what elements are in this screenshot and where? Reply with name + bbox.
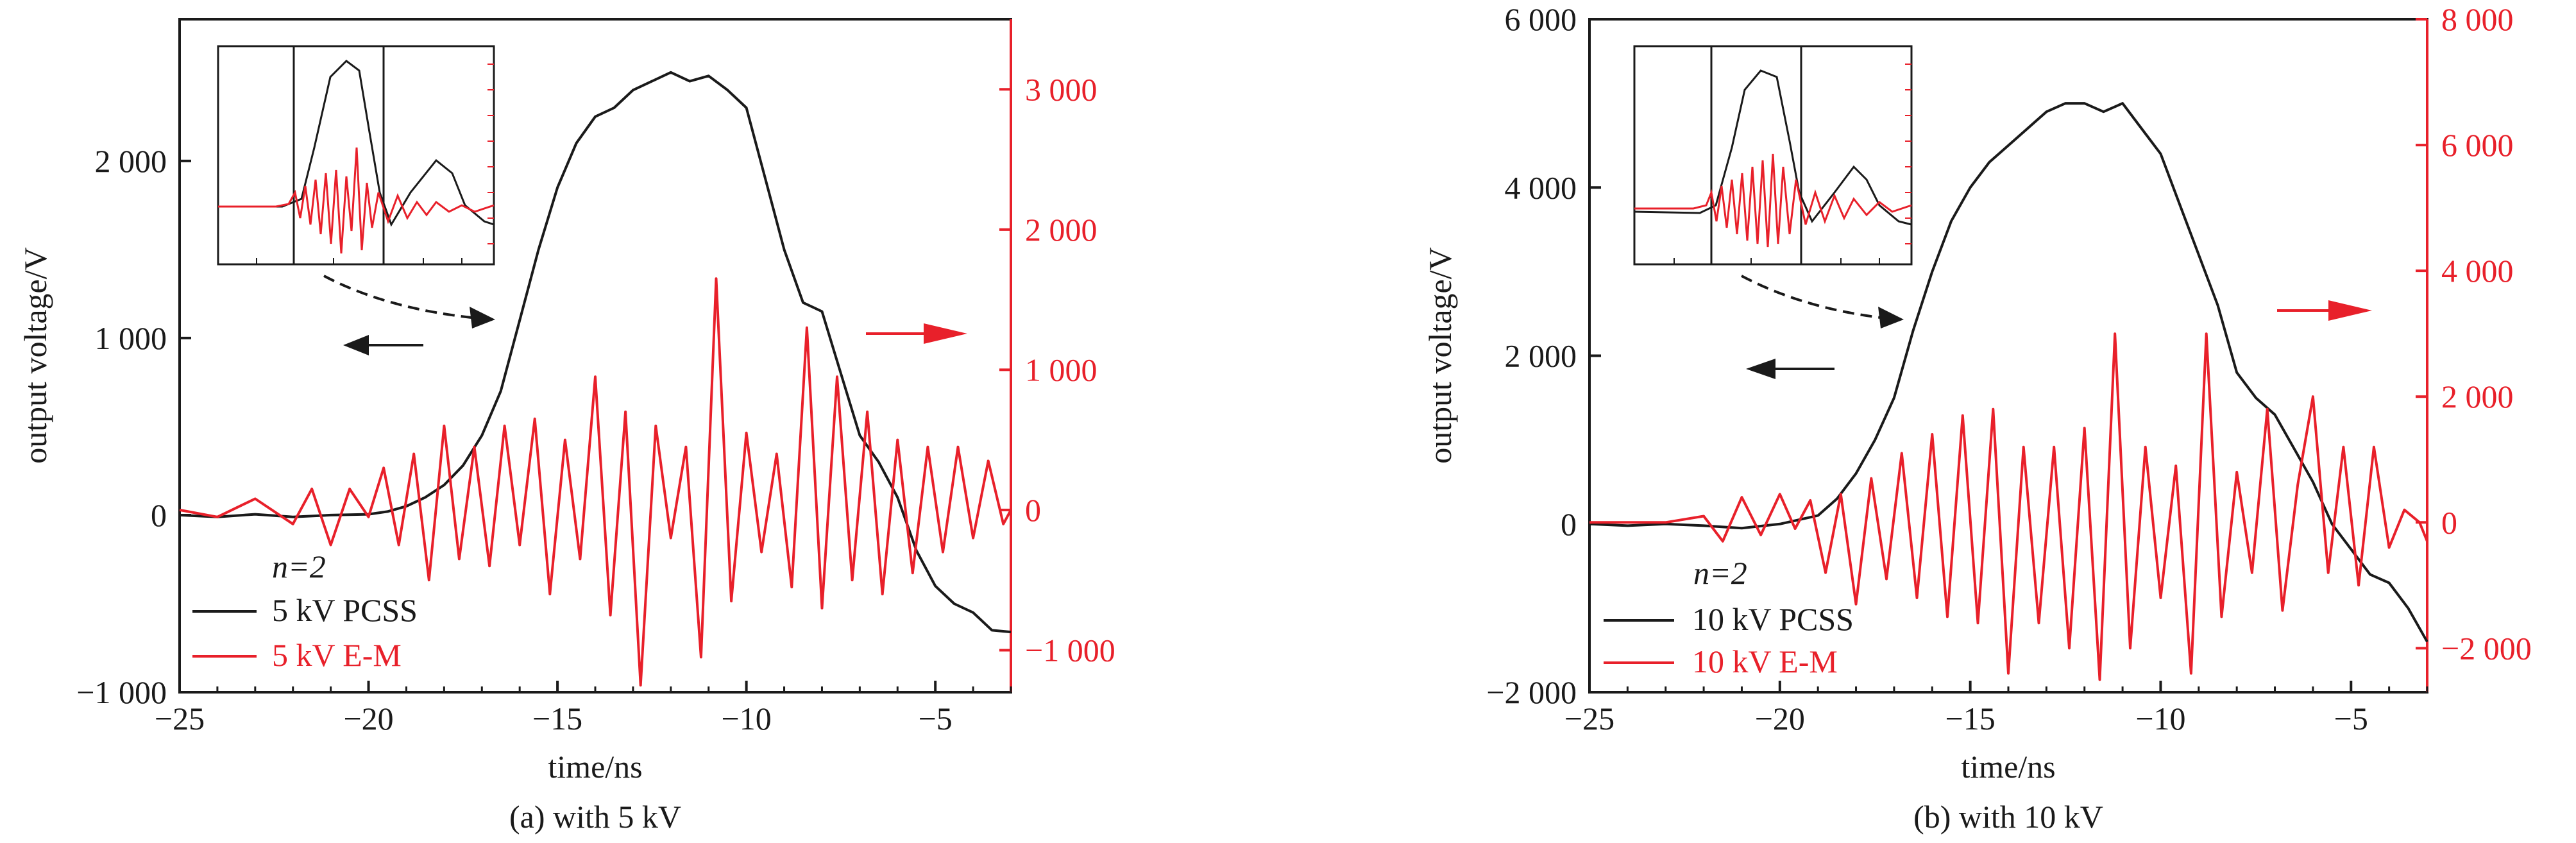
right-axis-arrow xyxy=(2277,300,2372,321)
legend-note-text: n=2 xyxy=(272,549,326,584)
x-tick-label: −25 xyxy=(1564,701,1614,737)
x-tick-label: −15 xyxy=(1945,701,1996,737)
y-tick-label-right: 4 000 xyxy=(2441,253,2514,289)
inset xyxy=(1633,45,1913,266)
y-tick-label-left: 1 000 xyxy=(95,320,167,356)
y-axis-label: output voltage/V xyxy=(17,247,53,463)
y-tick-label-right: 0 xyxy=(1025,492,1041,528)
legend-label-em: 10 kV E-M xyxy=(1692,643,1838,679)
right-axis-arrow xyxy=(866,323,967,344)
y-tick-label-right: 2 000 xyxy=(1025,212,1097,248)
y-tick-label-left: 2 000 xyxy=(95,143,167,179)
zoom-arrow xyxy=(1741,275,1881,319)
legend-note: n=2 xyxy=(1693,555,1747,591)
panel-a: −25 −20 −15 −10 −5 −1 000 0 1 000 2 000 −1 000 0… xyxy=(17,18,1115,835)
y-tick-label-left: 4 000 xyxy=(1505,169,1577,205)
y-tick-label-left: 2 000 xyxy=(1505,338,1577,374)
y-tick-label-left: −1 000 xyxy=(76,674,167,710)
series-lines xyxy=(1589,102,2428,681)
y-tick-label-right: 8 000 xyxy=(2441,1,2514,37)
y-tick-label-left: −2 000 xyxy=(1486,674,1577,710)
y-tick-label-left: 6 000 xyxy=(1505,1,1577,37)
series-line-em xyxy=(179,277,1012,687)
inset-bottom-ticks xyxy=(256,258,462,264)
x-tick-label: −20 xyxy=(1755,701,1805,737)
series-line-em xyxy=(1589,332,2428,681)
panel-caption: (a) with 5 kV xyxy=(509,799,681,835)
x-ticks: −25 −20 −15 −10 −5 xyxy=(155,681,1012,737)
panel-caption: (b) with 10 kV xyxy=(1913,799,2103,835)
y-tick-label-right: 0 xyxy=(2441,504,2457,540)
left-y-ticks: −1 000 0 1 000 2 000 xyxy=(76,143,191,710)
x-tick-label: −10 xyxy=(2135,701,2185,737)
legend-note-text: n=2 xyxy=(1693,555,1747,591)
y-tick-label-right: −2 000 xyxy=(2441,630,2532,666)
right-y-ticks: −2 000 0 2 000 4 000 6 000 8 000 xyxy=(2416,1,2532,666)
legend-label-pcss: 10 kV PCSS xyxy=(1692,601,1854,637)
left-axis-arrow xyxy=(343,335,423,355)
legend-note: n=2 xyxy=(272,549,326,584)
zoom-arrow xyxy=(323,275,472,319)
x-tick-label: −5 xyxy=(919,701,953,737)
y-tick-label-right: 3 000 xyxy=(1025,71,1097,107)
y-tick-label-right: 1 000 xyxy=(1025,352,1097,387)
y-axis-label: output voltage/V xyxy=(1422,247,1458,463)
x-ticks: −25 −20 −15 −10 −5 xyxy=(1564,681,2428,737)
inset-bottom-ticks xyxy=(1674,258,1880,264)
inset-right-ticks xyxy=(1905,64,1911,244)
inset-right-ticks xyxy=(487,64,494,244)
zoom-arrow-head xyxy=(1878,307,1904,328)
y-tick-label-left: 0 xyxy=(1561,506,1577,542)
x-tick-label: −10 xyxy=(722,701,772,737)
y-tick-label-left: 0 xyxy=(151,497,167,533)
left-y-ticks: −2 000 0 2 000 4 000 6 000 xyxy=(1486,1,1601,710)
legend-label-em: 5 kV E-M xyxy=(272,637,402,673)
inset-em-trace xyxy=(1634,153,1912,248)
inset-em-trace xyxy=(218,147,495,254)
y-tick-label-right: −1 000 xyxy=(1025,632,1115,668)
left-axis-arrow xyxy=(1746,359,1835,379)
zoom-arrow-head xyxy=(470,307,495,328)
x-tick-label: −25 xyxy=(155,701,205,737)
series-line-pcss xyxy=(179,71,1012,634)
y-tick-label-right: 6 000 xyxy=(2441,127,2514,163)
legend-label-pcss: 5 kV PCSS xyxy=(272,592,418,628)
series-line-pcss xyxy=(1589,102,2428,643)
inset xyxy=(217,45,495,266)
x-tick-label: −20 xyxy=(343,701,393,737)
panel-b: −25 −20 −15 −10 −5 −2 000 0 2 000 4 000 6 000 −2… xyxy=(1422,1,2532,835)
inset-pcss-trace xyxy=(1634,69,1912,226)
x-axis-label: time/ns xyxy=(1961,749,2055,785)
x-tick-label: −5 xyxy=(2334,701,2368,737)
series-lines xyxy=(179,71,1012,687)
right-y-ticks: −1 000 0 1 000 2 000 3 000 xyxy=(999,71,1115,668)
x-axis-label: time/ns xyxy=(548,749,642,785)
inset-pcss-trace xyxy=(218,60,495,227)
y-tick-label-right: 2 000 xyxy=(2441,379,2514,414)
x-tick-label: −15 xyxy=(532,701,582,737)
